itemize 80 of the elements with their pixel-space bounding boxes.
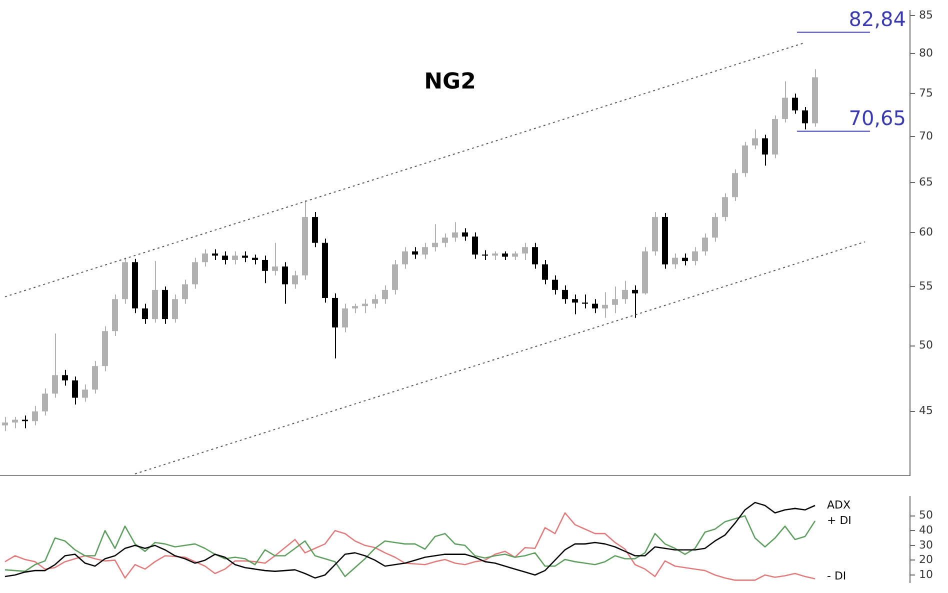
- candlestick: [352, 303, 358, 314]
- candlestick: [622, 280, 628, 304]
- y-tick-label: 75: [919, 86, 933, 100]
- y-tick-label: 50: [919, 508, 933, 522]
- candlestick: [762, 134, 768, 166]
- y-tick-label: 45: [919, 404, 933, 418]
- series-label: + DI: [827, 514, 852, 527]
- text: NG2: [424, 69, 476, 94]
- candlestick: [22, 415, 28, 429]
- y-tick-label: 50: [919, 338, 933, 352]
- candlestick: [72, 376, 78, 406]
- candlestick: [722, 192, 728, 222]
- y-tick-label: 20: [919, 553, 933, 566]
- candlestick: [172, 294, 178, 324]
- candlestick: [792, 93, 798, 114]
- candlestick: [212, 248, 218, 260]
- candlestick: [272, 242, 278, 276]
- candlestick: [412, 246, 418, 260]
- candlestick: [382, 284, 388, 304]
- candlestick: [682, 252, 688, 266]
- candlestick: [692, 246, 698, 266]
- candlestick: [592, 298, 598, 314]
- y-tick-label: 10: [919, 568, 933, 581]
- candlestick: [62, 369, 68, 386]
- candlestick: [612, 286, 618, 314]
- candlestick: [442, 232, 448, 248]
- candlestick: [712, 212, 718, 242]
- candlestick: [462, 228, 468, 242]
- candlestick: [232, 250, 238, 265]
- candlestick: [372, 294, 378, 309]
- candlestick: [292, 270, 298, 290]
- candlestick: [82, 384, 88, 402]
- candlestick: [432, 224, 438, 252]
- candlestick: [192, 257, 198, 290]
- candlestick: [802, 106, 808, 130]
- candlestick: [362, 298, 368, 314]
- candlestick: [32, 405, 38, 426]
- y-tick-label: 85: [919, 8, 933, 22]
- candlestick: [632, 284, 638, 318]
- y-tick-label: 40: [919, 523, 933, 536]
- y-tick-label: 70: [919, 129, 933, 142]
- candlestick: [262, 255, 268, 284]
- candlestick: [572, 294, 578, 315]
- candlestick: [242, 250, 248, 263]
- candlestick: [452, 222, 458, 242]
- candlestick: [142, 303, 148, 324]
- ref-line-label: 70,65: [848, 106, 906, 130]
- candlestick: [542, 259, 548, 285]
- candlestick: [472, 232, 478, 260]
- candlestick: [42, 388, 48, 416]
- candlestick: [52, 333, 58, 398]
- candlestick: [752, 128, 758, 150]
- candlestick: [282, 262, 288, 304]
- candlestick: [402, 246, 408, 270]
- candlestick: [702, 232, 708, 256]
- candlestick: [12, 416, 18, 429]
- candlestick: [782, 80, 788, 123]
- ref-line-label: 82,84: [848, 6, 906, 31]
- candlestick: [482, 250, 488, 260]
- y-tick-label: 60: [919, 225, 933, 238]
- candlestick: [222, 250, 228, 265]
- candlestick: [672, 252, 678, 270]
- candlestick: [532, 242, 538, 270]
- series-label: - DI: [827, 569, 846, 582]
- candlestick: [552, 274, 558, 296]
- candlestick: [182, 279, 188, 304]
- candlestick: [2, 416, 8, 432]
- candlestick: [522, 242, 528, 260]
- series-label: ADX: [827, 498, 851, 512]
- candlestick: [342, 303, 348, 333]
- candlestick: [422, 242, 428, 260]
- candlestick: [202, 248, 208, 267]
- candlestick: [92, 360, 98, 394]
- candlestick: [562, 284, 568, 304]
- candlestick: [602, 292, 608, 318]
- y-tick-label: 80: [919, 46, 933, 60]
- y-tick-label: 30: [919, 538, 933, 552]
- y-tick-label: 55: [919, 279, 933, 292]
- candlestick: [252, 254, 258, 265]
- y-tick-label: 65: [919, 175, 933, 188]
